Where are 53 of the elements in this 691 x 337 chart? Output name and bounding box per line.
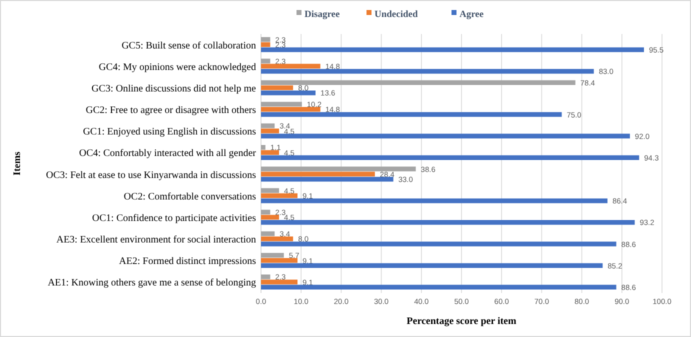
- bar: [261, 90, 316, 96]
- bar: [261, 176, 394, 182]
- bar: [261, 198, 608, 204]
- bar: [261, 112, 562, 117]
- legend-label: Disagree: [304, 10, 340, 20]
- bar: [261, 193, 298, 198]
- y-tick-label: GC3: Online discussions did not help me: [92, 83, 257, 94]
- bar: [261, 236, 294, 242]
- legend-label: Agree: [460, 10, 484, 20]
- bar: [261, 68, 594, 74]
- bar: [261, 102, 302, 107]
- bar: [261, 123, 275, 128]
- y-tick-label: OC2: Comfortable conversations: [124, 191, 256, 202]
- bar: [261, 258, 298, 263]
- y-tick-label: GC5: Built sense of collaboration: [122, 40, 256, 52]
- y-tick-label: AE2: Formed distinct impressions: [119, 256, 256, 268]
- y-tick-label: GC4: My opinions were acknowledged: [98, 62, 256, 73]
- bar: [261, 106, 320, 112]
- bar: [261, 263, 603, 268]
- bar: [261, 37, 270, 42]
- bar: [261, 64, 320, 69]
- bar: [261, 284, 616, 290]
- bar: [261, 85, 294, 90]
- bar: [261, 145, 266, 150]
- bar: [261, 128, 280, 134]
- bar: [261, 150, 280, 155]
- bar: [261, 220, 635, 225]
- y-tick-label: GC1: Enjoyed using English in discussions: [82, 126, 256, 138]
- bar: [261, 214, 280, 220]
- bar: [261, 252, 284, 258]
- y-tick-label: OC3: Felt at ease to use Kinyarwanda in discussions: [46, 170, 256, 181]
- bar: [261, 47, 644, 52]
- bar: [261, 231, 275, 236]
- legend-label: Undecided: [374, 10, 418, 20]
- bar: [261, 155, 640, 160]
- y-axis-title: Items: [12, 151, 23, 176]
- bar: [261, 58, 270, 64]
- bar: [261, 80, 576, 85]
- y-tick-label: OC4: Confortably interacted with all gender: [79, 148, 257, 160]
- x-axis-title: Percentage score per item: [406, 316, 517, 327]
- y-tick-label: OC1: Confidence to participate activities: [92, 212, 256, 224]
- bar: [261, 188, 280, 193]
- y-tick-label: AE3: Excellent environment for social interaction: [56, 234, 256, 246]
- bar: [261, 210, 270, 214]
- bar: [261, 134, 630, 138]
- bar: [261, 172, 375, 176]
- bar: [261, 274, 270, 280]
- bar: [261, 242, 616, 246]
- bar: [261, 280, 298, 284]
- y-tick-label: AE1: Knowing others gave me a sense of belonging: [48, 278, 256, 289]
- y-tick-label: GC2: Free to agree or disagree with others: [86, 105, 256, 116]
- bar: [261, 42, 270, 47]
- bar: [261, 166, 416, 172]
